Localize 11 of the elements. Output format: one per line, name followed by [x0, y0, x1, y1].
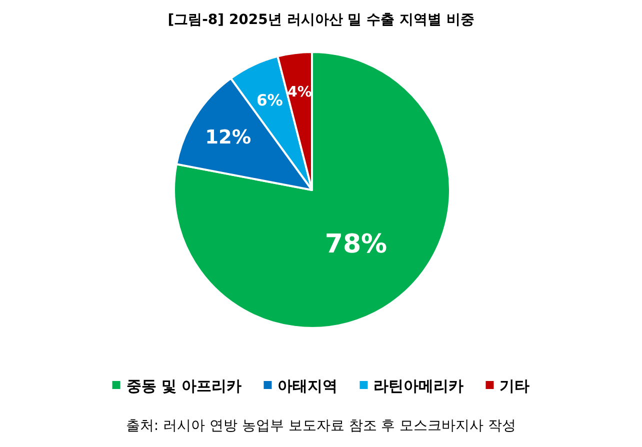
- data-label: 78%: [324, 230, 388, 260]
- source-note: 출처: 러시아 연방 농업부 보도자료 참조 후 모스크바지사 작성: [126, 418, 516, 434]
- legend-label: 라틴아메리카: [374, 377, 464, 395]
- data-label: 12%: [205, 126, 252, 149]
- legend-label: 중동 및 아프리카: [126, 377, 242, 395]
- legend-label: 기타: [500, 377, 530, 395]
- data-label: 6%: [256, 92, 284, 110]
- pie-slice: [173, 51, 451, 329]
- data-label: 4%: [287, 84, 312, 101]
- chart-title: [그림-8] 2025년 러시아산 밀 수출 지역별 비중: [168, 12, 474, 28]
- legend-label: 아태지역: [278, 377, 338, 395]
